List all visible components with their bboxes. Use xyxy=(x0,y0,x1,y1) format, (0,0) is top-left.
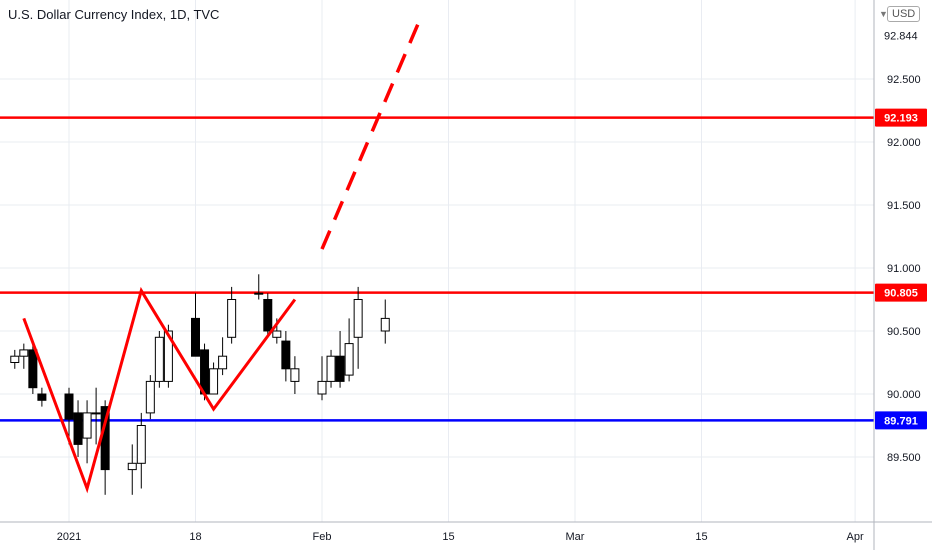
candle xyxy=(73,400,83,457)
chart-title: U.S. Dollar Currency Index, 1D, TVC xyxy=(8,7,220,22)
level-badge-label: 89.791 xyxy=(884,415,918,427)
price-tick-label: 92.000 xyxy=(887,137,921,149)
time-tick-label: Mar xyxy=(566,531,585,543)
candle-body xyxy=(290,368,300,382)
level-badge xyxy=(875,283,927,302)
candle-body xyxy=(145,380,155,414)
candle xyxy=(344,318,354,382)
candle-body xyxy=(37,393,47,401)
candle-body xyxy=(335,355,345,382)
candle-body xyxy=(317,380,327,395)
candle-body xyxy=(326,355,336,382)
candle-body xyxy=(28,349,38,389)
candle-body xyxy=(136,425,146,464)
time-tick-label: 15 xyxy=(442,531,454,543)
time-tick-label: 18 xyxy=(189,531,201,543)
level-badge-label: 90.805 xyxy=(884,288,918,300)
candle xyxy=(335,331,345,388)
candle-body xyxy=(353,299,363,338)
candle xyxy=(127,444,137,495)
candle xyxy=(145,375,155,420)
projection-line xyxy=(320,15,424,250)
candle-body xyxy=(254,292,264,295)
candle xyxy=(353,286,363,369)
price-axis[interactable]: 89.500 90.000 90.500 91.000 91.500 92.000 92.5… xyxy=(873,0,927,550)
currency-button[interactable]: USD xyxy=(887,6,921,22)
candle-body xyxy=(82,412,92,439)
currency-dropdown-icon[interactable]: ▼ xyxy=(879,9,888,19)
time-tick-label: 2021 xyxy=(57,531,81,543)
candle xyxy=(263,293,273,338)
candle-body xyxy=(227,299,237,338)
candle xyxy=(326,349,336,388)
zigzag-pattern xyxy=(22,286,297,494)
candle xyxy=(317,356,327,401)
level-badge xyxy=(875,411,927,430)
candle xyxy=(154,331,164,388)
candle xyxy=(290,356,300,394)
candle-body xyxy=(73,412,83,445)
candle-body xyxy=(91,412,101,415)
candle xyxy=(380,299,390,344)
candle-body xyxy=(191,317,200,357)
candle-body xyxy=(272,330,282,338)
candle-body xyxy=(218,355,228,370)
level-badge-label: 92.193 xyxy=(884,113,918,125)
candlesticks xyxy=(10,274,390,495)
drawings xyxy=(22,15,424,494)
candle-body xyxy=(209,368,219,395)
candle-body xyxy=(64,393,74,420)
candle xyxy=(227,286,237,344)
time-tick-label: Apr xyxy=(847,531,864,543)
candle-body xyxy=(344,343,354,376)
candle xyxy=(136,412,146,489)
candle xyxy=(10,349,20,369)
price-tick-label: 90.000 xyxy=(887,389,921,401)
level-badge xyxy=(875,108,927,127)
candle xyxy=(19,343,29,369)
horizontal-levels xyxy=(0,116,874,422)
candle-body xyxy=(10,355,20,364)
candle xyxy=(209,362,219,395)
candle xyxy=(254,274,264,300)
candle xyxy=(64,387,74,445)
price-tick-label: 92.500 xyxy=(887,74,921,86)
candle xyxy=(218,337,228,376)
time-tick-label: Feb xyxy=(313,531,332,543)
last-price-label: 92.844 xyxy=(884,31,918,43)
time-axis[interactable]: 2021 18 Feb 15 Mar 15 Apr xyxy=(0,521,932,543)
price-tick-label: 90.500 xyxy=(887,326,921,338)
candle-body xyxy=(127,462,137,471)
price-tick-label: 91.500 xyxy=(887,200,921,212)
candle-body xyxy=(19,349,29,357)
candle xyxy=(28,343,38,394)
grid-lines xyxy=(0,0,874,522)
price-tick-label: 91.000 xyxy=(887,263,921,275)
candle-body xyxy=(163,330,173,382)
candle-body xyxy=(380,317,390,332)
candle-body xyxy=(263,299,273,332)
time-tick-label: 15 xyxy=(695,531,707,543)
price-tick-label: 89.500 xyxy=(887,452,921,464)
candle xyxy=(281,331,291,382)
candle-body xyxy=(281,340,291,370)
candle xyxy=(37,387,47,407)
candle xyxy=(91,387,101,445)
candle-body xyxy=(154,336,164,382)
candle xyxy=(191,293,200,357)
candle xyxy=(82,400,92,464)
